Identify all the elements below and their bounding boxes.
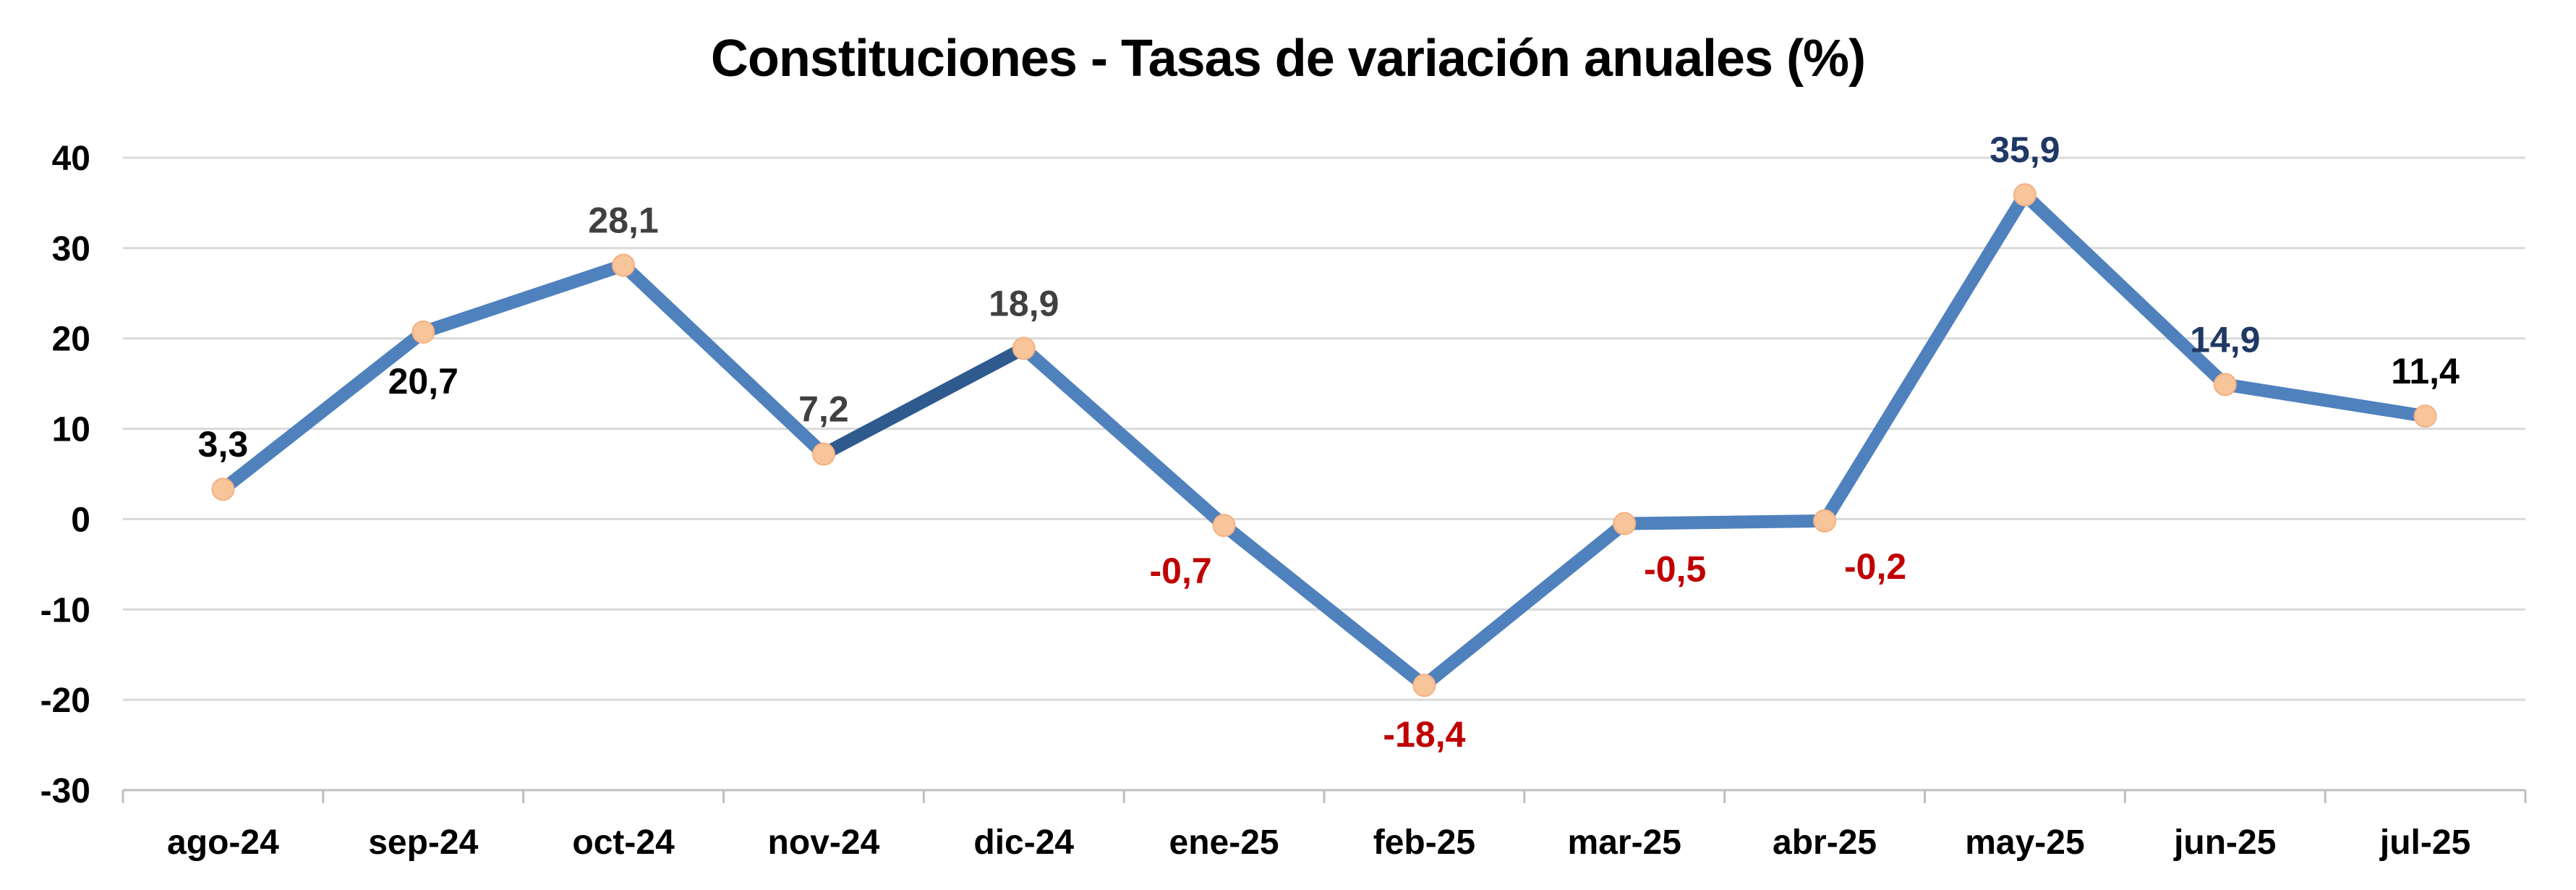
y-tick-label: 0 (71, 501, 90, 539)
x-tick-label: ene-25 (1169, 823, 1279, 862)
data-label: 18,9 (989, 283, 1059, 323)
y-tick-label: 20 (52, 321, 90, 359)
data-point-marker (1012, 336, 1036, 360)
data-point-marker (1412, 674, 1436, 698)
data-point-marker (2413, 404, 2437, 428)
data-point-marker (2013, 183, 2037, 207)
data-label: 14,9 (2190, 319, 2260, 360)
data-label: -0,5 (1644, 549, 1706, 590)
series-line-segment (2218, 378, 2432, 423)
series-line-segment (617, 258, 830, 461)
y-tick-label: -20 (40, 682, 90, 720)
data-point-marker (1212, 514, 1236, 538)
data-label: 3,3 (198, 424, 249, 465)
series-line-segment (216, 325, 430, 496)
series-line-segment (417, 258, 631, 339)
data-point-marker (612, 253, 636, 277)
data-label: -0,7 (1149, 551, 1211, 591)
x-tick-label: oct-24 (572, 823, 675, 862)
data-label: 11,4 (2391, 351, 2460, 391)
y-tick-label: 30 (52, 230, 90, 268)
x-tick-label: may-25 (1965, 823, 2084, 862)
x-tick-label: jun-25 (2173, 823, 2276, 862)
series-line-segment (2018, 188, 2232, 391)
x-tick-label: sep-24 (368, 823, 478, 862)
x-tick-label: jul-25 (2379, 823, 2470, 862)
data-point-marker (211, 478, 235, 501)
data-label: 7,2 (798, 389, 849, 430)
data-label: 28,1 (588, 200, 658, 241)
series-line-segment (1017, 342, 1231, 533)
data-point-marker (2213, 373, 2237, 397)
x-tick-label: mar-25 (1568, 823, 1681, 862)
data-point-marker (411, 320, 435, 344)
y-tick-label: -30 (40, 772, 90, 810)
series-line-segment (1818, 188, 2031, 527)
series-line-segment (1217, 519, 1431, 692)
x-tick-label: dic-24 (973, 823, 1074, 862)
y-tick-label: 10 (52, 411, 90, 449)
data-point-marker (1613, 512, 1637, 535)
series-line-segment (1618, 514, 1832, 530)
data-label: 20,7 (388, 361, 459, 402)
data-point-marker (811, 442, 835, 466)
data-label: 35,9 (1989, 130, 2060, 170)
chart-title: Constituciones - Tasas de variación anua… (710, 30, 1866, 88)
x-tick-label: abr-25 (1773, 823, 1877, 862)
x-tick-label: feb-25 (1373, 823, 1475, 862)
x-tick-label: ago-24 (167, 823, 279, 862)
x-tick-label: nov-24 (768, 823, 880, 862)
y-tick-label: -10 (40, 591, 90, 630)
y-tick-label: 40 (52, 140, 90, 178)
series-line-segment (1417, 517, 1632, 692)
data-label: -18,4 (1383, 714, 1465, 755)
data-label: -0,2 (1844, 546, 1906, 587)
series-line-segment (816, 342, 1031, 461)
data-point-marker (1813, 509, 1837, 533)
